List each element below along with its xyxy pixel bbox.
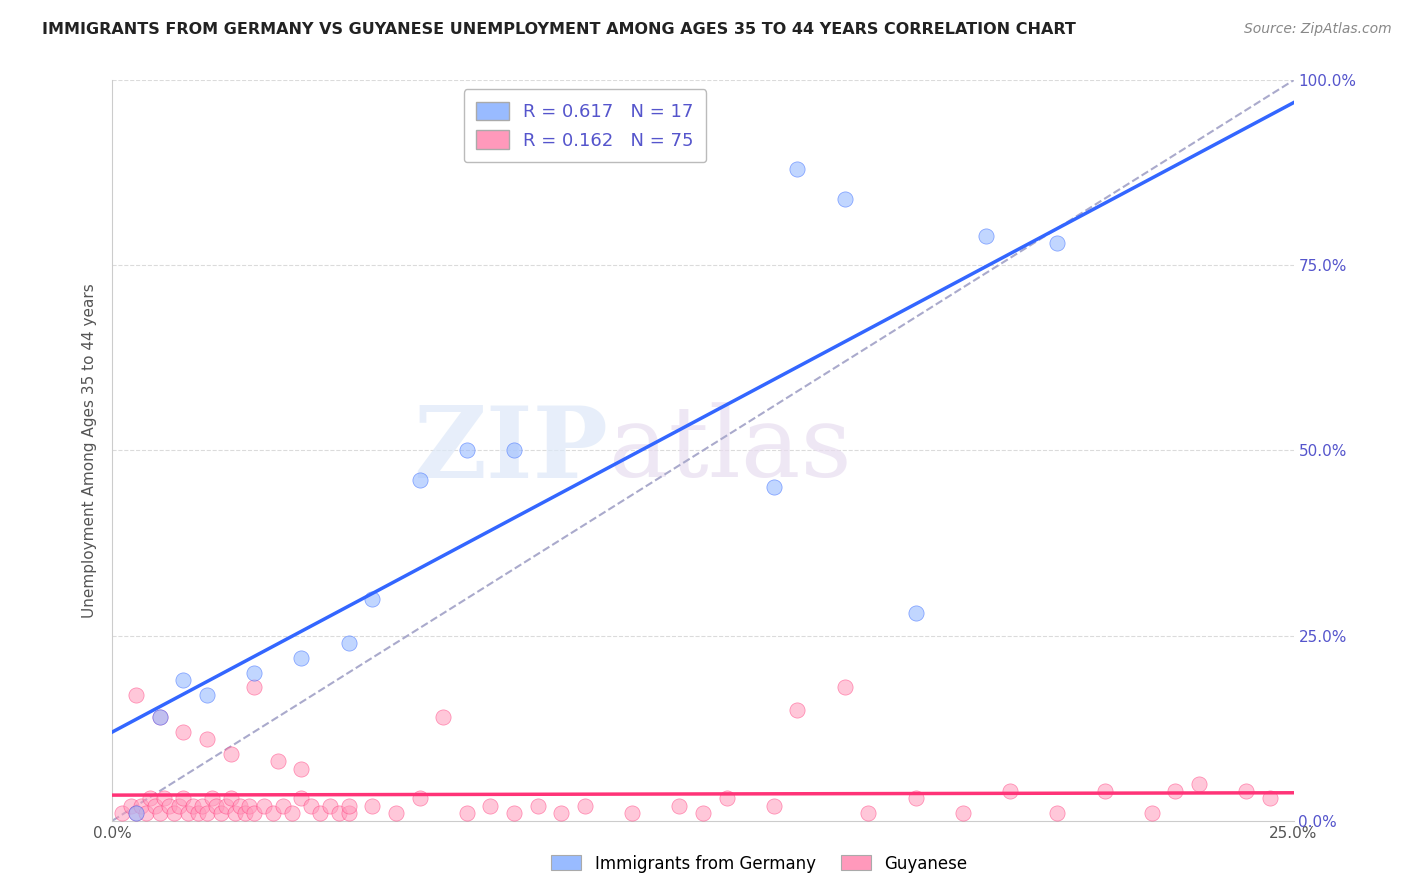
Point [408, 791, 430, 805]
Point [262, 806, 284, 821]
Point [976, 228, 998, 243]
Legend: Immigrants from Germany, Guyanese: Immigrants from Germany, Guyanese [544, 848, 974, 880]
Point [139, 791, 162, 805]
Point [125, 806, 148, 821]
Point [503, 806, 526, 821]
Point [904, 607, 927, 621]
Point [186, 806, 208, 821]
Point [1046, 806, 1069, 821]
Point [177, 806, 200, 821]
Point [157, 798, 180, 813]
Point [111, 806, 134, 821]
Point [574, 798, 596, 813]
Point [243, 806, 266, 821]
Point [503, 443, 526, 458]
Point [143, 798, 166, 813]
Point [716, 791, 738, 805]
Point [1234, 784, 1257, 798]
Point [205, 798, 228, 813]
Point [149, 806, 172, 821]
Point [337, 806, 360, 821]
Point [786, 703, 808, 717]
Point [215, 798, 238, 813]
Point [172, 724, 194, 739]
Point [385, 806, 408, 821]
Point [125, 806, 148, 821]
Point [243, 681, 266, 695]
Point [243, 665, 266, 680]
Point [238, 798, 260, 813]
Point [290, 650, 312, 665]
Point [153, 791, 176, 805]
Point [195, 688, 218, 702]
Point [621, 806, 644, 821]
Point [309, 806, 332, 821]
Point [167, 798, 190, 813]
Point [337, 636, 360, 650]
Point [328, 806, 350, 821]
Point [172, 791, 194, 805]
Point [195, 806, 218, 821]
Point [172, 673, 194, 687]
Point [135, 806, 157, 821]
Point [290, 791, 312, 805]
Point [904, 791, 927, 805]
Point [479, 798, 502, 813]
Point [195, 732, 218, 747]
Point [456, 443, 478, 458]
Point [209, 806, 232, 821]
Point [1140, 806, 1163, 821]
Point [120, 798, 142, 813]
Point [526, 798, 548, 813]
Point [998, 784, 1021, 798]
Point [550, 806, 572, 821]
Point [253, 798, 276, 813]
Point [1094, 784, 1116, 798]
Point [163, 806, 186, 821]
Point [125, 688, 148, 702]
Point [432, 710, 454, 724]
Point [834, 681, 856, 695]
Point [319, 798, 342, 813]
Point [1046, 236, 1069, 251]
Text: IMMIGRANTS FROM GERMANY VS GUYANESE UNEMPLOYMENT AMONG AGES 35 TO 44 YEARS CORRE: IMMIGRANTS FROM GERMANY VS GUYANESE UNEM… [42, 22, 1076, 37]
Point [149, 710, 172, 724]
Point [219, 747, 242, 761]
Point [834, 192, 856, 206]
Point [233, 806, 256, 821]
Point [408, 473, 430, 487]
Point [858, 806, 880, 821]
Point [299, 798, 322, 813]
Text: ZIP: ZIP [413, 402, 609, 499]
Text: atlas: atlas [609, 402, 851, 499]
Point [337, 798, 360, 813]
Point [267, 755, 290, 769]
Legend: R = 0.617   N = 17, R = 0.162   N = 75: R = 0.617 N = 17, R = 0.162 N = 75 [464, 89, 706, 162]
Point [281, 806, 304, 821]
Point [181, 798, 204, 813]
Point [149, 710, 172, 724]
Point [1188, 776, 1211, 791]
Point [361, 591, 384, 606]
Point [786, 162, 808, 177]
Y-axis label: Unemployment Among Ages 35 to 44 years: Unemployment Among Ages 35 to 44 years [82, 283, 97, 618]
Point [1258, 791, 1281, 805]
Point [952, 806, 974, 821]
Text: Source: ZipAtlas.com: Source: ZipAtlas.com [1244, 22, 1392, 37]
Point [191, 798, 214, 813]
Point [129, 798, 152, 813]
Point [224, 806, 246, 821]
Point [762, 798, 785, 813]
Point [229, 798, 252, 813]
Point [668, 798, 690, 813]
Point [1164, 784, 1187, 798]
Point [271, 798, 294, 813]
Point [219, 791, 242, 805]
Point [762, 480, 785, 494]
Point [201, 791, 224, 805]
Point [692, 806, 714, 821]
Point [361, 798, 384, 813]
Point [290, 762, 312, 776]
Point [456, 806, 478, 821]
